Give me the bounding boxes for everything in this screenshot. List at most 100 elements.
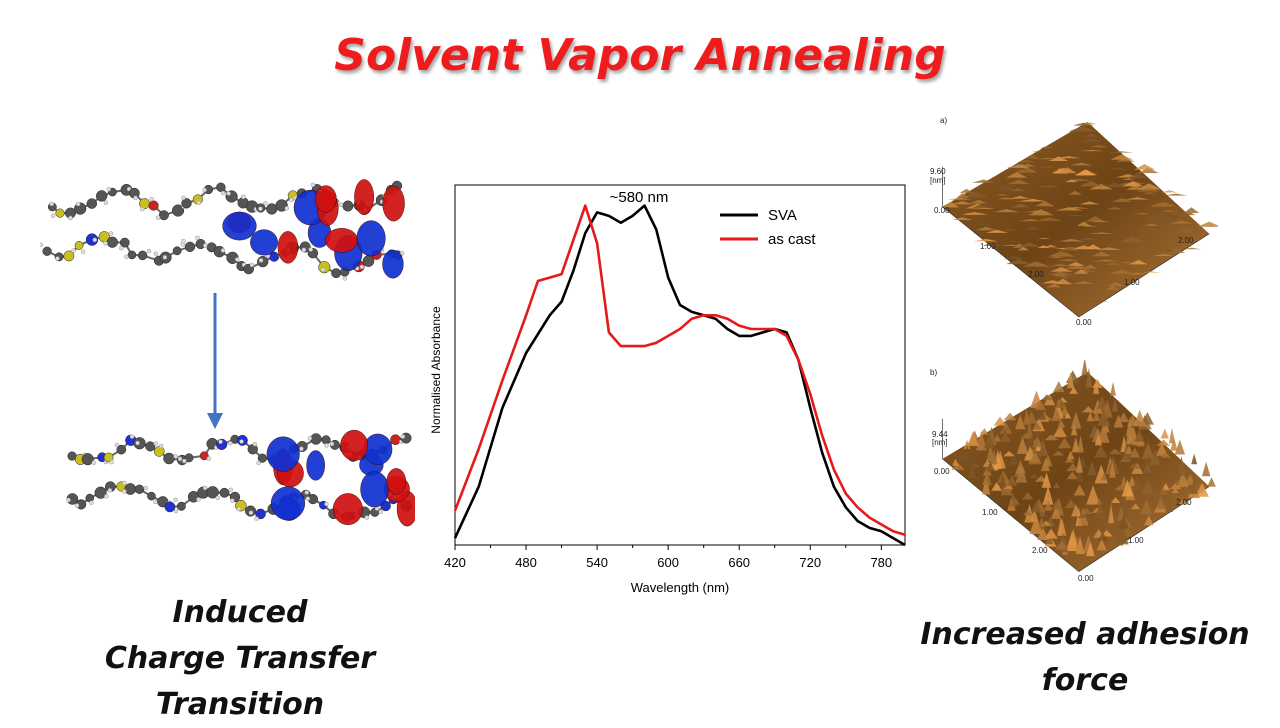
x-tick-label: 600 [657,555,679,570]
hydrogen-atom [147,249,151,253]
hydrogen-atom [144,486,148,490]
hydrogen-atom [110,460,114,464]
y-axis-label: Normalised Absorbance [429,306,443,434]
hydrogen-atom [122,481,126,485]
hydrogen-atom [289,198,293,202]
atom [154,446,164,456]
atom [139,198,149,208]
afm-panel-label: a) [940,116,947,125]
orbital-lobe [354,179,373,214]
z-axis-zero: 0.00 [934,206,950,215]
hydrogen-atom [196,497,200,501]
caption-line: Charge Transfer Transition [20,636,460,728]
hydrogen-atom [75,504,79,508]
x-tick: 0.00 [1078,574,1094,583]
atom [185,242,195,252]
caption-charge-transfer: Induced Charge Transfer Transition [20,590,460,728]
atom [159,211,168,220]
hydrogen-atom [230,499,234,503]
afm-peak [1082,360,1088,375]
hydrogen-atom [237,507,241,511]
hydrogen-atom [240,440,244,444]
hydrogen-atom [228,441,232,445]
orbital-lobe [307,451,325,481]
hydrogen-atom [302,248,306,252]
afm-peak [1165,194,1188,196]
orbital-lobe [363,434,392,465]
afm-peak [1066,370,1080,383]
z-axis-zero: 0.00 [934,467,950,476]
hydrogen-atom [182,459,186,463]
atom [331,268,340,277]
atom [165,502,175,512]
hydrogen-atom [250,263,254,267]
z-axis-unit: [nm] [932,438,948,447]
orbital-lobe [315,186,336,213]
atom [120,238,129,247]
atom [163,453,174,464]
hydrogen-atom [159,444,163,448]
x-tick-label: 420 [444,555,466,570]
orbital-lobe [387,468,406,494]
hydrogen-atom [136,441,140,445]
afm-peak [1053,381,1065,392]
legend-label: SVA [768,207,797,224]
atom [147,492,155,500]
x-tick: 1.00 [980,242,996,251]
afm-peak [1207,477,1216,486]
hydrogen-atom [235,258,239,262]
orbital-lobe [267,437,300,472]
hydrogen-atom [109,231,113,235]
hydrogen-atom [221,191,225,195]
molecule-structure-top [40,170,410,290]
hydrogen-atom [263,201,267,205]
hydrogen-atom [92,461,96,465]
hydrogen-atom [306,497,310,501]
hydrogen-atom [207,457,211,461]
atom [96,190,107,201]
hydrogen-atom [229,488,233,492]
atom [311,434,322,445]
legend-label: as cast [768,231,816,248]
afm-peak [994,417,1007,426]
orbital-lobe [223,212,257,240]
hydrogen-atom [365,516,369,520]
afm-peak [1184,207,1200,213]
orbital-lobe [271,487,305,520]
atom [343,201,353,211]
atom [220,488,229,497]
caption-line: force [920,658,1250,704]
atom [390,435,400,445]
atom [125,483,136,494]
atom [145,442,155,452]
atom [322,436,331,445]
hydrogen-atom [311,183,315,187]
hydrogen-atom [321,268,325,272]
hydrogen-atom [68,216,72,220]
afm-surface-b [928,360,1218,590]
hydrogen-atom [71,249,75,253]
hydrogen-atom [259,258,263,262]
afm-surface-a [928,110,1218,335]
caption-line: Increased adhesion [920,612,1250,658]
orbital-lobe [325,228,357,252]
hydrogen-atom [174,498,178,502]
y-tick: 2.00 [1176,498,1192,507]
hydrogen-atom [379,510,383,514]
hydrogen-atom [104,201,108,205]
hydrogen-atom [221,248,225,252]
slide-title: Solvent Vapor Annealing [0,30,1280,81]
hydrogen-atom [153,500,157,504]
hydrogen-atom [40,243,43,247]
atom [173,247,181,255]
hydrogen-atom [324,502,328,506]
hydrogen-atom [181,239,185,243]
hydrogen-atom [107,187,111,191]
hydrogen-atom [216,496,220,500]
hydrogen-atom [66,498,70,502]
hydrogen-atom [130,435,134,439]
hydrogen-atom [309,247,313,251]
peak-annotation: ~580 nm [610,189,669,206]
hydrogen-atom [150,197,154,201]
